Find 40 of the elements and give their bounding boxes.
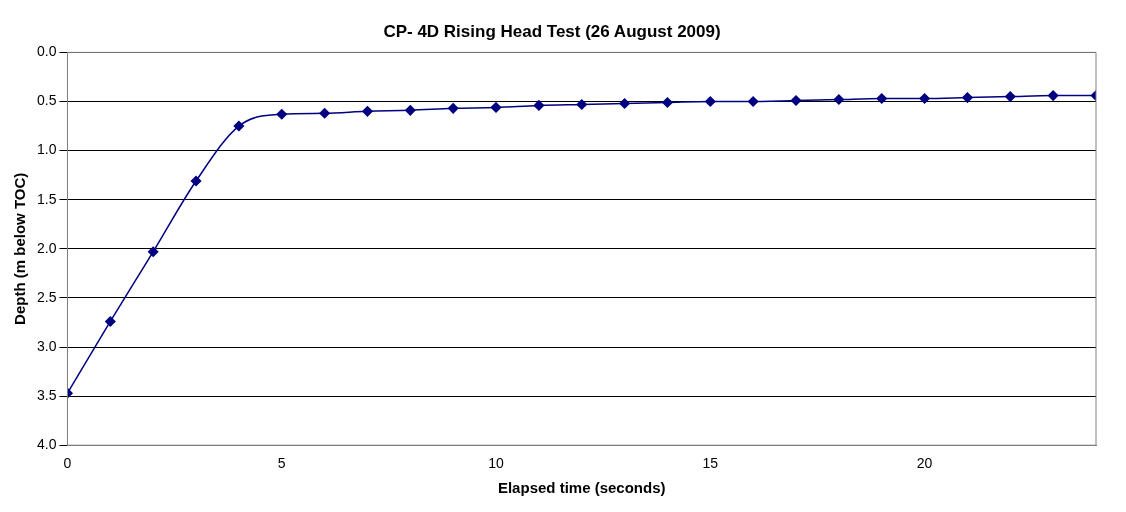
- x-tick-label: 0: [63, 455, 72, 472]
- point: [405, 105, 416, 116]
- point: [705, 96, 716, 107]
- point: [962, 92, 973, 103]
- point: [619, 98, 630, 109]
- x-tick-label: 5: [277, 455, 286, 472]
- chart-title: CP- 4D Rising Head Test (26 August 2009): [383, 21, 721, 41]
- point: [747, 96, 759, 107]
- point: [190, 175, 202, 187]
- point: [276, 109, 287, 120]
- y-tick-label: 3.5: [36, 386, 57, 403]
- y-tick-label: 1.0: [36, 141, 57, 158]
- y-tick-label: 3.0: [36, 337, 57, 354]
- point: [576, 99, 587, 110]
- point: [1005, 91, 1016, 102]
- x-axis-title: Elapsed time (seconds): [497, 479, 666, 497]
- y-tick-label: 2.0: [36, 239, 57, 256]
- x-tick-label: 20: [916, 455, 933, 472]
- y-tick-label: 0.0: [36, 43, 57, 60]
- point: [447, 103, 459, 114]
- point: [876, 93, 887, 104]
- x-tick-label: 15: [702, 455, 719, 472]
- point: [362, 106, 373, 117]
- point: [1047, 90, 1059, 101]
- point: [833, 94, 845, 105]
- point: [533, 100, 545, 111]
- point: [662, 97, 673, 108]
- point: [233, 120, 245, 132]
- y-tick-label: 0.5: [36, 92, 57, 109]
- y-tick-label: 1.5: [36, 190, 57, 207]
- y-axis-title: Depth (m below TOC): [11, 172, 29, 325]
- point: [319, 108, 330, 119]
- point: [490, 102, 502, 113]
- x-tick-label: 10: [488, 455, 505, 472]
- point: [790, 95, 802, 106]
- point: [147, 246, 159, 257]
- point: [919, 93, 930, 104]
- y-tick-label: 2.5: [36, 288, 57, 305]
- y-tick-label: 4.0: [36, 436, 57, 453]
- point: [105, 316, 116, 327]
